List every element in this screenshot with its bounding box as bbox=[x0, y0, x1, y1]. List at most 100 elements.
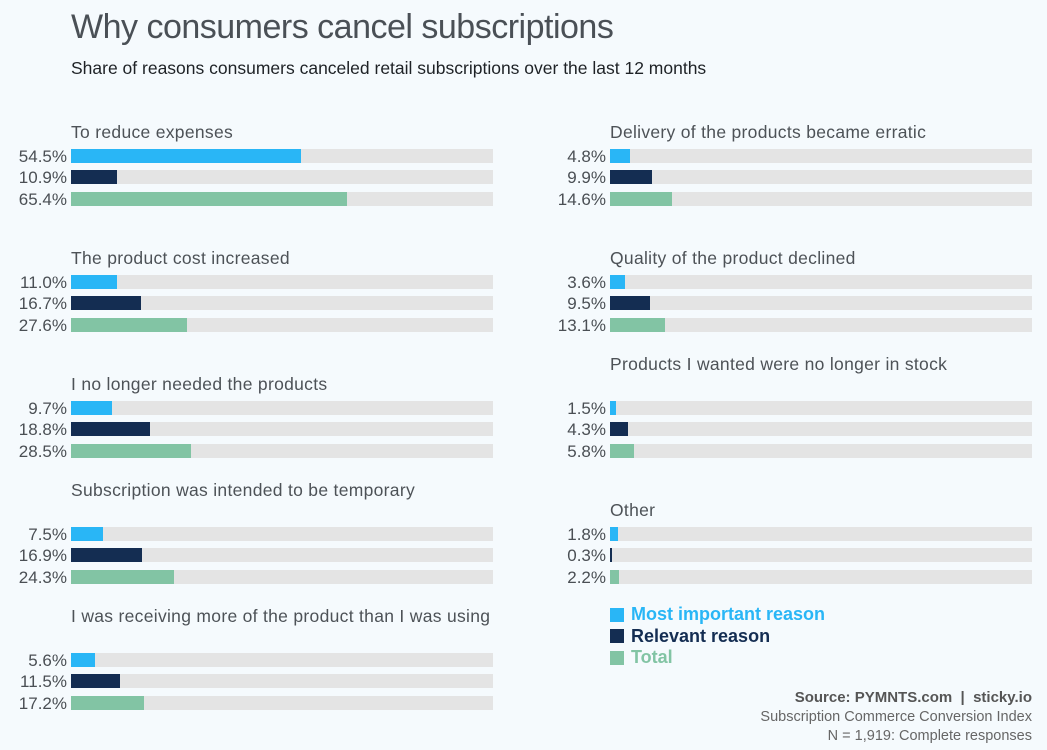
bar-row-relevant: 4.3% bbox=[539, 419, 1032, 440]
bar-total bbox=[610, 191, 672, 206]
bar-track bbox=[610, 149, 1032, 163]
chart-subtitle: Share of reasons consumers canceled reta… bbox=[71, 58, 707, 78]
bar-track bbox=[71, 569, 493, 584]
bar-most-important bbox=[71, 653, 95, 667]
bar-most-important bbox=[610, 401, 617, 415]
category-label: Other bbox=[610, 500, 656, 520]
legend-swatch-most-important bbox=[610, 607, 624, 622]
bar-row-total: 24.3% bbox=[0, 567, 493, 588]
bar-track bbox=[71, 317, 493, 332]
legend-label-most-important: Most important reason bbox=[631, 604, 826, 625]
bar-row-total: 65.4% bbox=[0, 189, 493, 210]
bar-track bbox=[71, 695, 493, 710]
data-label-relevant: 11.5% bbox=[20, 672, 67, 692]
bar-row-total: 17.2% bbox=[0, 693, 493, 714]
bar-total bbox=[610, 569, 620, 584]
data-label-total: 28.5% bbox=[18, 441, 67, 461]
bar-row-total: 2.2% bbox=[539, 567, 1032, 588]
bar-row-relevant: 11.5% bbox=[0, 671, 493, 692]
bar-relevant bbox=[71, 548, 143, 563]
bar-relevant bbox=[71, 170, 117, 185]
bar-track bbox=[71, 149, 493, 163]
bar-total bbox=[71, 191, 347, 206]
data-label-relevant: 9.9% bbox=[567, 168, 606, 188]
data-label-total: 17.2% bbox=[18, 693, 67, 713]
bar-track bbox=[610, 527, 1032, 541]
legend-item-relevant: Relevant reason bbox=[610, 626, 825, 648]
category-label: Subscription was intended to be temporar… bbox=[71, 480, 416, 500]
data-label-most-important: 1.5% bbox=[567, 399, 606, 418]
bar-row-total: 13.1% bbox=[539, 315, 1032, 336]
bar-track bbox=[71, 674, 493, 689]
category-label: I was receiving more of the product than… bbox=[71, 606, 491, 626]
category-label: Products I wanted were no longer in stoc… bbox=[610, 354, 948, 374]
bar-row-most-important: 9.7% bbox=[0, 398, 493, 419]
category-label: The product cost increased bbox=[71, 248, 290, 268]
data-label-relevant: 16.9% bbox=[18, 546, 67, 566]
bar-total bbox=[71, 317, 188, 332]
bar-row-total: 28.5% bbox=[0, 441, 493, 462]
data-label-most-important: 9.7% bbox=[28, 399, 67, 418]
bar-track bbox=[71, 548, 493, 563]
bar-row-relevant: 16.9% bbox=[0, 545, 493, 566]
legend-label-total: Total bbox=[631, 647, 673, 668]
category-label: Delivery of the products became erratic bbox=[610, 122, 927, 142]
data-label-total: 27.6% bbox=[18, 315, 67, 335]
legend-label-relevant: Relevant reason bbox=[631, 625, 771, 646]
bar-total bbox=[610, 317, 666, 332]
data-label-total: 24.3% bbox=[18, 567, 67, 587]
data-label-most-important: 5.6% bbox=[28, 651, 67, 670]
bar-track bbox=[610, 296, 1032, 311]
bar-row-most-important: 11.0% bbox=[0, 272, 493, 293]
bar-row-most-important: 1.8% bbox=[539, 524, 1032, 545]
bar-row-most-important: 4.8% bbox=[539, 146, 1032, 167]
bar-track bbox=[610, 170, 1032, 185]
bar-most-important bbox=[71, 275, 118, 289]
bar-row-relevant: 9.5% bbox=[539, 293, 1032, 314]
bar-relevant bbox=[610, 548, 612, 563]
bar-track bbox=[71, 296, 493, 311]
legend-item-most-important: Most important reason bbox=[610, 604, 825, 626]
category-label: Quality of the product declined bbox=[610, 248, 856, 268]
bar-track bbox=[610, 401, 1032, 415]
data-label-relevant: 9.5% bbox=[567, 294, 606, 314]
bar-most-important bbox=[610, 527, 618, 541]
bar-row-total: 5.8% bbox=[539, 441, 1032, 462]
bar-track bbox=[71, 422, 493, 437]
legend: Most important reason Relevant reason To… bbox=[610, 604, 825, 669]
bar-row-most-important: 1.5% bbox=[539, 398, 1032, 419]
bar-track bbox=[71, 401, 493, 415]
bar-total bbox=[71, 443, 192, 458]
data-label-most-important: 54.5% bbox=[18, 147, 67, 166]
data-label-most-important: 3.6% bbox=[567, 273, 606, 292]
data-label-relevant: 4.3% bbox=[567, 420, 606, 440]
bar-track bbox=[71, 527, 493, 541]
bar-row-relevant: 0.3% bbox=[539, 545, 1032, 566]
bar-row-relevant: 18.8% bbox=[0, 419, 493, 440]
data-label-total: 65.4% bbox=[18, 189, 67, 209]
data-label-relevant: 16.7% bbox=[18, 294, 67, 314]
bar-relevant bbox=[71, 674, 120, 689]
data-label-most-important: 4.8% bbox=[567, 147, 606, 166]
bar-track bbox=[71, 653, 493, 667]
bar-most-important bbox=[610, 149, 631, 163]
data-label-most-important: 1.8% bbox=[567, 525, 606, 544]
source-sample-line: N = 1,919: Complete responses bbox=[827, 728, 1032, 744]
bar-row-most-important: 7.5% bbox=[0, 524, 493, 545]
data-label-relevant: 10.9% bbox=[18, 168, 67, 188]
bar-most-important bbox=[610, 275, 626, 289]
bar-most-important bbox=[71, 401, 112, 415]
bar-track bbox=[610, 317, 1032, 332]
data-label-relevant: 0.3% bbox=[567, 546, 606, 566]
legend-swatch-relevant bbox=[610, 629, 624, 644]
category-label: To reduce expenses bbox=[71, 122, 234, 142]
bar-row-most-important: 54.5% bbox=[0, 146, 493, 167]
category-label: I no longer needed the products bbox=[71, 374, 328, 394]
source-note: Source: PYMNTS.com | sticky.io Subscript… bbox=[760, 688, 1032, 747]
bar-row-most-important: 3.6% bbox=[539, 272, 1032, 293]
source-line: Source: PYMNTS.com | sticky.io bbox=[794, 689, 1032, 706]
legend-item-total: Total bbox=[610, 647, 825, 669]
bar-relevant bbox=[71, 296, 142, 311]
bar-total bbox=[71, 695, 144, 710]
bar-track bbox=[610, 569, 1032, 584]
